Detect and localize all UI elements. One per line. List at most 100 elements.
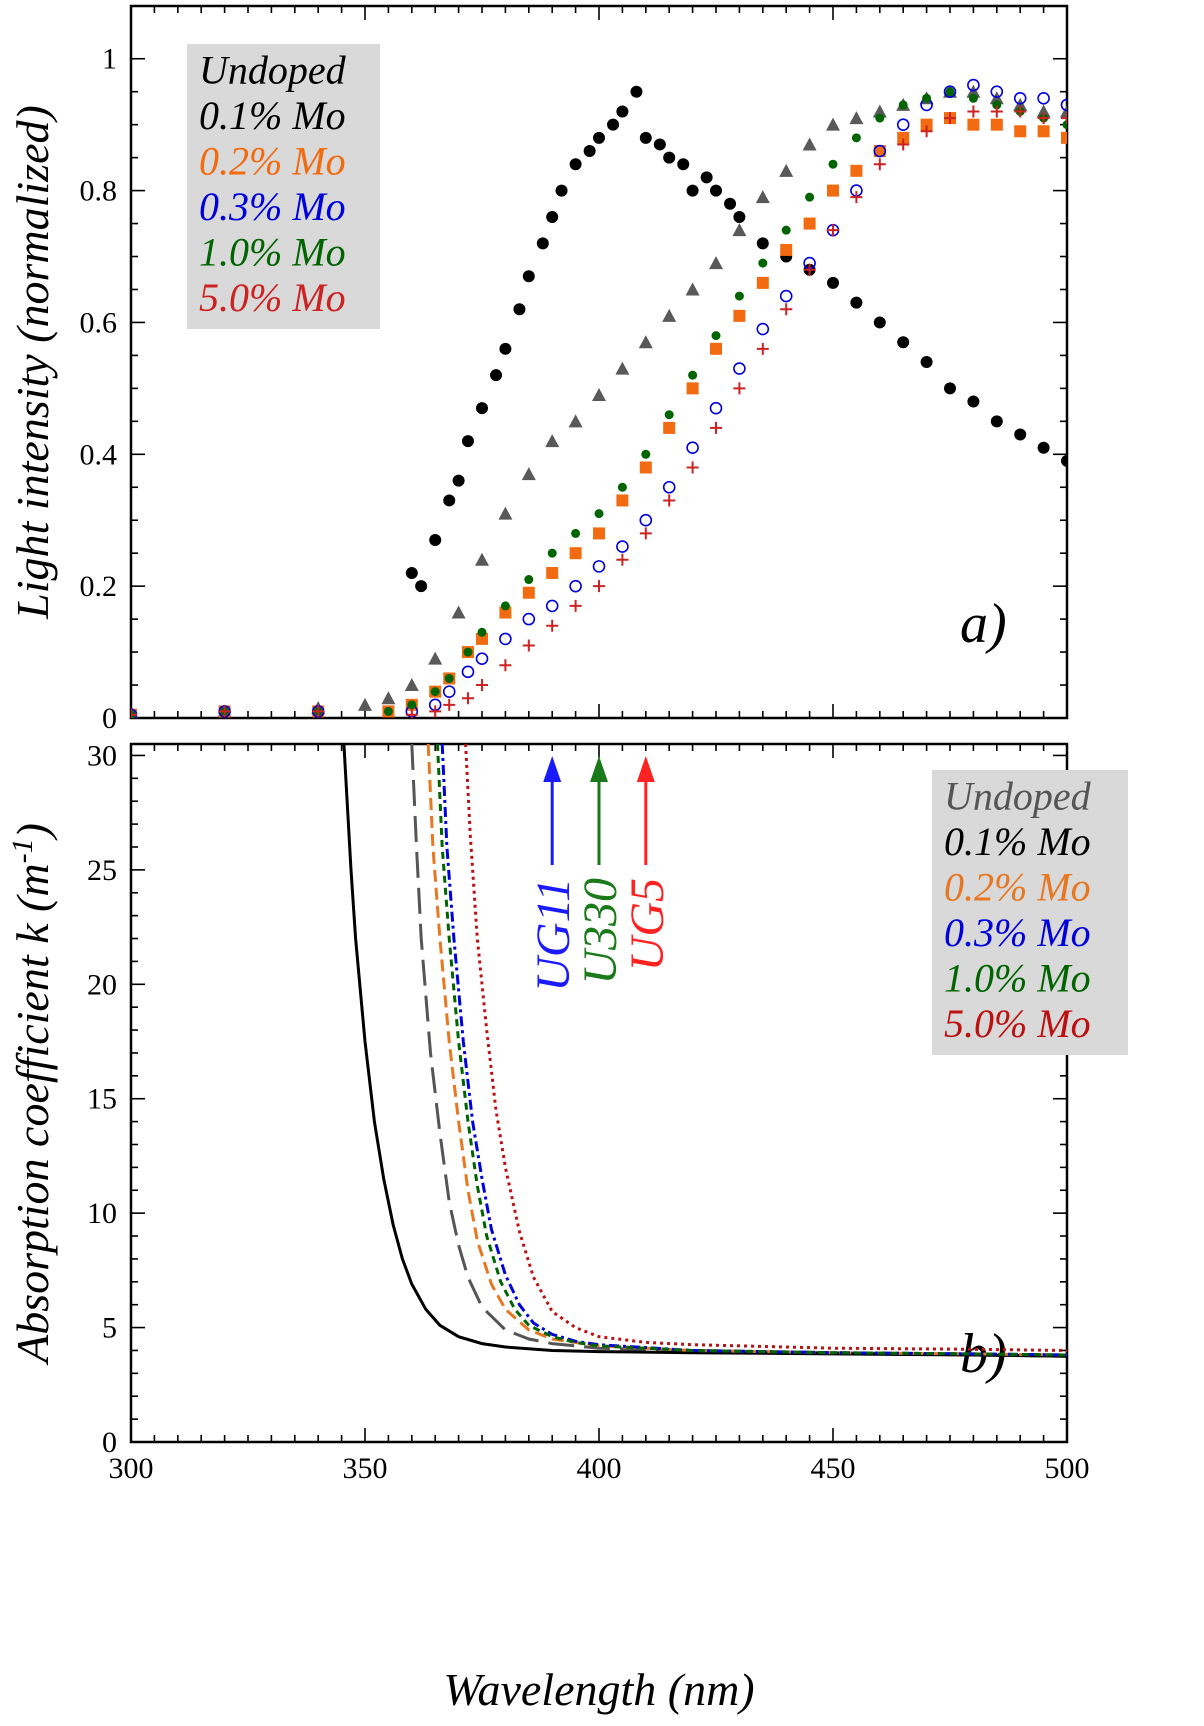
data-point bbox=[498, 506, 513, 520]
filter-label: U330 bbox=[574, 878, 627, 985]
data-point bbox=[896, 118, 910, 131]
data-point bbox=[383, 706, 393, 716]
data-point bbox=[475, 652, 489, 665]
data-point bbox=[802, 137, 817, 151]
panel-a-y-tick-label: 0.2 bbox=[80, 570, 118, 603]
data-point bbox=[780, 243, 793, 256]
data-point bbox=[827, 276, 839, 289]
data-point bbox=[779, 163, 794, 177]
data-point bbox=[639, 527, 652, 540]
data-point bbox=[569, 158, 582, 171]
data-point bbox=[407, 700, 417, 710]
data-point bbox=[521, 467, 536, 481]
panel-b-legend-background bbox=[932, 770, 1128, 1055]
data-point bbox=[898, 100, 908, 110]
legend-entry: 1.0% Mo bbox=[199, 230, 346, 275]
data-point bbox=[452, 474, 465, 487]
data-point bbox=[688, 370, 698, 380]
series-line-1 bbox=[342, 744, 1067, 1358]
data-point bbox=[476, 402, 488, 415]
data-point bbox=[686, 461, 699, 474]
data-point bbox=[663, 151, 676, 164]
data-point bbox=[429, 705, 442, 718]
data-point bbox=[990, 415, 1003, 428]
data-point bbox=[967, 118, 980, 131]
data-point bbox=[1062, 120, 1067, 130]
data-point bbox=[358, 697, 372, 711]
data-point bbox=[733, 362, 746, 375]
data-point bbox=[463, 647, 473, 657]
panel-b-y-tick-label: 20 bbox=[87, 968, 117, 1001]
panel-a-y-tick-label: 0.6 bbox=[80, 306, 118, 339]
data-point bbox=[594, 509, 604, 519]
data-point bbox=[404, 678, 419, 692]
data-point bbox=[873, 158, 886, 171]
panel-b-y-axis-title: Absorption coefficient k (m-1) bbox=[6, 823, 58, 1366]
data-point bbox=[639, 461, 652, 474]
data-point bbox=[522, 612, 536, 626]
data-point bbox=[490, 369, 503, 382]
data-point bbox=[920, 356, 933, 368]
filter-label: UG5 bbox=[621, 878, 674, 971]
data-point bbox=[872, 104, 887, 118]
data-point bbox=[1061, 112, 1067, 125]
data-point bbox=[499, 632, 512, 646]
panel-a-y-axis-title: Light intensity (normalized) bbox=[7, 105, 58, 620]
data-point bbox=[218, 705, 231, 718]
data-point bbox=[780, 303, 793, 316]
x-axis-title: Wavelength (nm) bbox=[443, 1664, 754, 1715]
data-point bbox=[569, 579, 582, 593]
data-point bbox=[758, 258, 768, 268]
legend-entry: 1.0% Mo bbox=[944, 956, 1091, 1001]
data-point bbox=[850, 191, 863, 204]
data-point bbox=[461, 435, 474, 448]
panel-b-curves bbox=[342, 744, 1067, 1358]
data-point bbox=[475, 552, 489, 566]
data-point bbox=[803, 263, 816, 276]
series-line-4 bbox=[436, 744, 1067, 1357]
data-point bbox=[405, 708, 418, 718]
data-point bbox=[826, 117, 840, 131]
series-4 bbox=[131, 87, 1067, 718]
data-point bbox=[967, 105, 980, 118]
data-point bbox=[990, 118, 1003, 131]
legend-entry: Undoped bbox=[199, 48, 347, 93]
data-point bbox=[756, 322, 770, 336]
data-point bbox=[443, 494, 456, 507]
series-1 bbox=[405, 85, 1067, 593]
panel-b-y-tick-label: 25 bbox=[87, 854, 117, 887]
data-point bbox=[685, 282, 700, 296]
data-point bbox=[734, 291, 744, 301]
data-point bbox=[944, 382, 956, 395]
filter-label: UG11 bbox=[527, 878, 580, 992]
panel-b-y-tick-label: 5 bbox=[102, 1312, 117, 1345]
data-point bbox=[990, 85, 1004, 99]
data-point bbox=[756, 276, 769, 289]
data-point bbox=[593, 527, 605, 540]
series-line-2 bbox=[426, 744, 1067, 1357]
data-point bbox=[522, 586, 535, 599]
panel-b-x-tick-label: 300 bbox=[109, 1452, 154, 1485]
data-point bbox=[568, 414, 583, 428]
data-point bbox=[710, 184, 722, 197]
data-point bbox=[897, 138, 910, 151]
data-point bbox=[990, 105, 1003, 118]
data-point bbox=[756, 342, 769, 355]
data-point bbox=[827, 184, 839, 197]
data-point bbox=[922, 93, 932, 103]
data-point bbox=[569, 547, 582, 560]
data-point bbox=[569, 599, 582, 612]
data-point bbox=[476, 632, 488, 645]
data-point bbox=[547, 548, 557, 558]
filter-u330: U330 bbox=[574, 756, 627, 985]
data-point bbox=[686, 382, 699, 395]
data-point bbox=[461, 665, 475, 679]
data-point bbox=[920, 125, 933, 138]
data-point bbox=[522, 270, 535, 283]
panel-a-emission-chart: 0 0.2 0.4 0.6 0.8 1 Light intensity (normalize… bbox=[7, 4, 1069, 735]
data-point bbox=[1036, 104, 1051, 118]
data-point bbox=[428, 651, 443, 665]
series-line-5 bbox=[464, 744, 1067, 1352]
